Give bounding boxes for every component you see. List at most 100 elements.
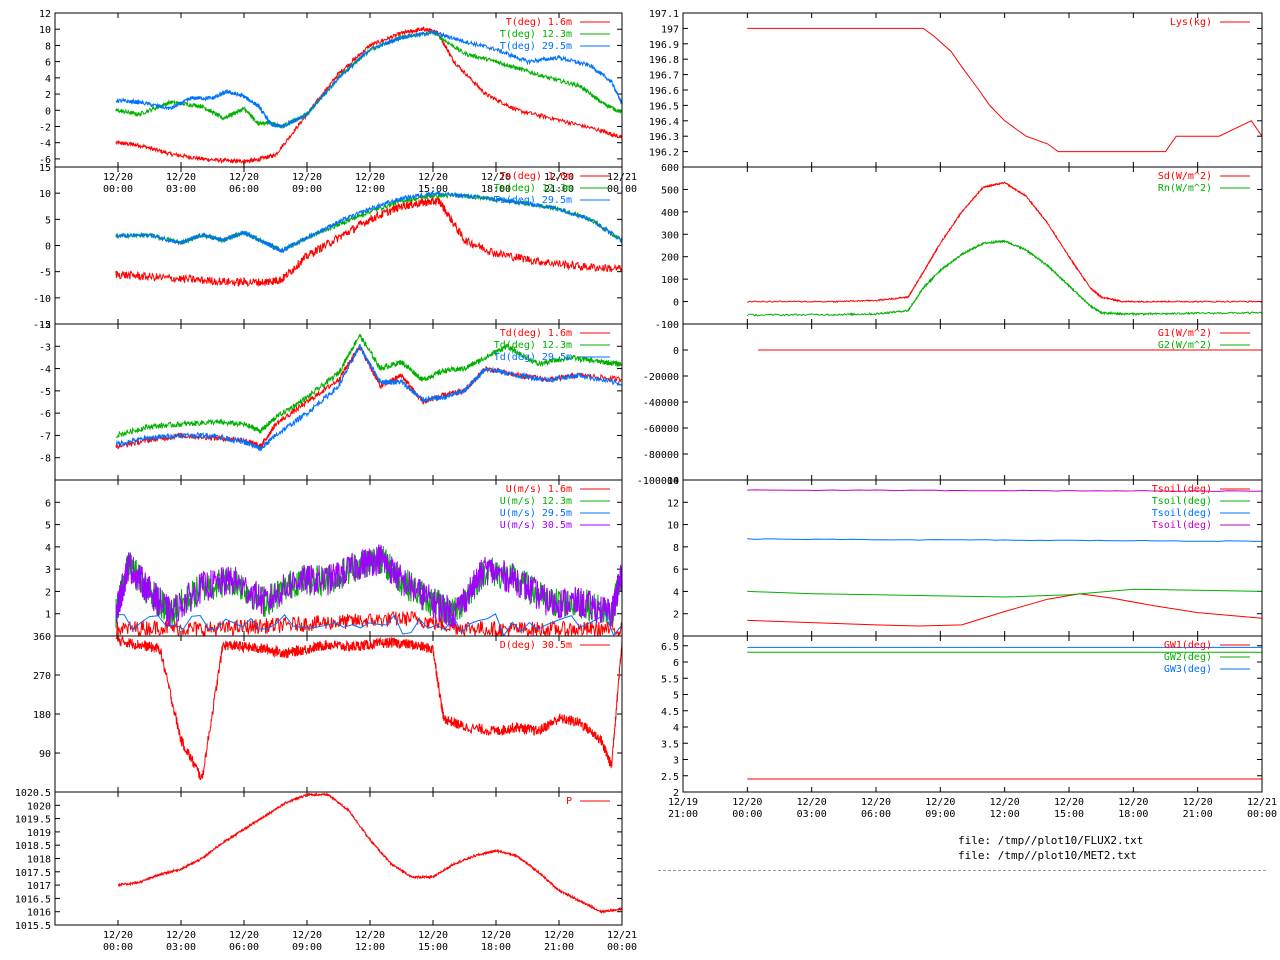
x-tick-label-time: 18:00 [481, 184, 511, 195]
series-line [747, 593, 1262, 627]
legend-label: Ts(deg) 29.5m [494, 195, 572, 206]
chart-panel-8: -100 0 100 200 300 400 500 600 Sd(W/m^2)Rn(W/m^2… [655, 163, 1263, 331]
x-tick-label-time: 00:00 [103, 184, 133, 195]
x-tick-label-date: 12/20 [103, 930, 133, 941]
y-tick-label: 196.4 [649, 117, 679, 128]
y-tick-label: 3.5 [661, 739, 679, 750]
legend-label: Tsoil(deg) [1152, 496, 1212, 507]
x-tick-label-time: 00:00 [607, 942, 637, 953]
series-group [115, 636, 622, 780]
legend-label: P [566, 796, 572, 807]
series-group [115, 189, 622, 288]
x-tick-label-date: 12/20 [544, 172, 574, 183]
y-tick-label: 1017 [27, 881, 51, 892]
series-group [746, 181, 1262, 317]
y-tick-label: 6 [45, 58, 51, 69]
series-line [747, 538, 1262, 542]
series-line [747, 27, 1262, 153]
legend-label: T(deg) 1.6m [506, 17, 572, 28]
x-tick-label-date: 12/20 [797, 797, 827, 808]
y-tick-label: 400 [661, 208, 679, 219]
x-tick-label-time: 09:00 [292, 184, 322, 195]
series-line [746, 239, 1262, 317]
y-tick-label: -8 [39, 454, 51, 465]
y-tick-label: 10 [39, 189, 51, 200]
y-tick-label: 196.3 [649, 132, 679, 143]
legend-label: U(m/s) 30.5m [500, 520, 572, 531]
y-tick-label: 0 [45, 106, 51, 117]
x-tick-label-time: 06:00 [229, 184, 259, 195]
y-tick-label: 270 [33, 671, 51, 682]
x-tick-label-time: 00:00 [732, 809, 762, 820]
x-tick-label-date: 12/20 [292, 172, 322, 183]
y-tick-label: 1015.5 [15, 921, 51, 932]
legend-label: T(deg) 29.5m [500, 41, 572, 52]
y-tick-label: -5 [39, 268, 51, 279]
legend-label: Td(deg) 29.5m [494, 352, 572, 363]
y-tick-label: 100 [661, 275, 679, 286]
x-tick-label-time: 12:00 [355, 942, 385, 953]
legend-label: U(m/s) 29.5m [500, 508, 572, 519]
y-tick-label: 1017.5 [15, 868, 51, 879]
divider-dashed [658, 870, 1266, 871]
series-line [115, 189, 622, 254]
x-tick-label-time: 09:00 [292, 942, 322, 953]
y-tick-label: 1 [45, 610, 51, 621]
y-tick-label: 12 [39, 9, 51, 20]
y-tick-label: 10 [667, 521, 679, 532]
y-tick-label: 2 [45, 90, 51, 101]
series-group [115, 26, 622, 165]
legend-label: D(deg) 30.5m [500, 640, 572, 651]
y-tick-label: 15 [39, 163, 51, 174]
legend-label: T(deg) 12.3m [500, 29, 572, 40]
y-tick-label: 0 [45, 242, 51, 253]
x-tick-label-date: 12/20 [481, 930, 511, 941]
y-tick-label: 5 [673, 691, 679, 702]
y-tick-label: -60000 [643, 424, 679, 435]
x-tick-label-date: 12/20 [292, 930, 322, 941]
series-line [115, 343, 622, 452]
x-tick-label-time: 21:00 [544, 942, 574, 953]
panel-frame [682, 12, 1263, 168]
chart-panel-7: 196.2 196.3 196.4 196.5 196.6 196.7 196.8 196.9… [649, 9, 1263, 168]
y-tick-label: 5.5 [661, 674, 679, 685]
y-tick-label: 1016.5 [15, 894, 51, 905]
legend-label: U(m/s) 1.6m [506, 484, 572, 495]
x-tick-label-date: 12/20 [1183, 797, 1213, 808]
y-tick-label: 0 [673, 346, 679, 357]
x-tick-label-time: 12:00 [355, 184, 385, 195]
x-tick-label-date: 12/21 [607, 930, 637, 941]
y-tick-label: -15 [33, 320, 51, 331]
chart-panel-1: -6-4-202468101212/2000:0012/2003:0012/20… [39, 9, 637, 195]
x-tick-label-time: 18:00 [1118, 809, 1148, 820]
y-tick-label: 300 [661, 230, 679, 241]
series-group [693, 349, 1262, 480]
y-tick-label: -3 [39, 342, 51, 353]
legend-label: U(m/s) 12.3m [500, 496, 572, 507]
y-tick-label: 14 [667, 476, 679, 487]
y-tick-label: 1020.5 [15, 788, 51, 799]
y-tick-label: -7 [39, 431, 51, 442]
x-tick-label-date: 12/20 [229, 930, 259, 941]
y-tick-label: -6 [39, 409, 51, 420]
x-tick-label-time: 03:00 [166, 942, 196, 953]
y-tick-label: 12 [667, 498, 679, 509]
legend-label: Ts(deg) 12.3m [494, 183, 572, 194]
x-tick-label-date: 12/20 [166, 172, 196, 183]
y-tick-label: 4 [673, 723, 679, 734]
file-label-flux: file: /tmp//plot10/FLUX2.txt [958, 834, 1144, 847]
x-tick-label-time: 00:00 [103, 942, 133, 953]
x-tick-label-time: 21:00 [544, 184, 574, 195]
y-tick-label: 0 [673, 298, 679, 309]
legend-label: Lys(kg) [1170, 17, 1212, 28]
panel-frame [54, 791, 623, 926]
y-tick-label: 8 [673, 543, 679, 554]
x-tick-label-date: 12/20 [1118, 797, 1148, 808]
x-tick-label-time: 06:00 [229, 942, 259, 953]
y-tick-label: -2 [39, 320, 51, 331]
legend-label: Td(deg) 12.3m [494, 340, 572, 351]
y-tick-label: 196.7 [649, 71, 679, 82]
y-tick-label: 6 [45, 498, 51, 509]
series-group [115, 544, 622, 636]
